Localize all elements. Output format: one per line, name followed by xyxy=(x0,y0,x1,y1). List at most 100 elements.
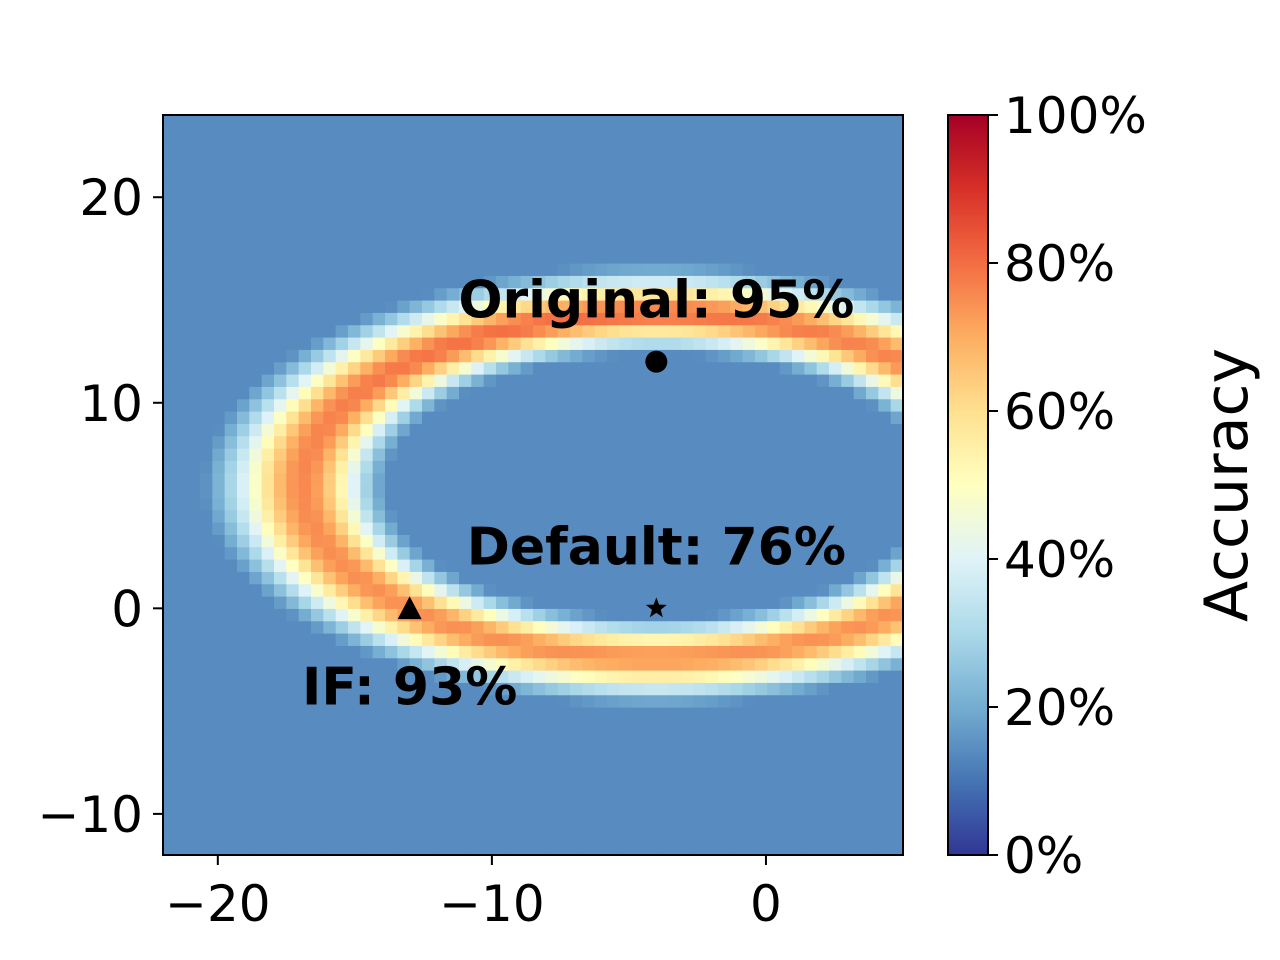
heatmap-cell xyxy=(570,213,583,227)
heatmap-cell xyxy=(767,324,781,338)
heatmap-cell xyxy=(249,571,263,585)
heatmap-cell xyxy=(200,805,213,819)
heatmap-cell xyxy=(385,731,398,745)
heatmap-cell xyxy=(878,386,892,400)
heatmap-cell xyxy=(237,226,250,239)
heatmap-cell xyxy=(570,830,583,844)
heatmap-cell xyxy=(200,768,213,782)
heatmap-cell xyxy=(360,719,374,733)
heatmap-cell xyxy=(644,744,657,757)
heatmap-cell xyxy=(644,645,657,659)
heatmap-cell xyxy=(890,213,904,227)
heatmap-cell xyxy=(570,645,583,659)
heatmap-cell xyxy=(175,633,189,646)
heatmap-cell xyxy=(631,398,645,412)
heatmap-cell xyxy=(533,324,546,338)
heatmap-cell xyxy=(200,226,213,239)
heatmap-cell xyxy=(890,756,904,770)
heatmap-cell xyxy=(594,620,608,634)
heatmap-cell xyxy=(471,707,485,720)
heatmap-cell xyxy=(335,781,349,794)
heatmap-cell xyxy=(570,731,583,745)
heatmap-cell xyxy=(631,472,645,486)
heatmap-cell xyxy=(496,645,509,659)
heatmap-cell xyxy=(311,707,324,720)
heatmap-cell xyxy=(681,275,694,289)
heatmap-cell xyxy=(298,731,312,745)
heatmap-cell xyxy=(557,818,571,831)
heatmap-cell xyxy=(841,152,855,165)
heatmap-cell xyxy=(434,756,448,770)
heatmap-cell xyxy=(348,670,361,683)
heatmap-cell xyxy=(718,115,731,128)
heatmap-cell xyxy=(261,349,275,363)
heatmap-cell xyxy=(224,793,238,807)
heatmap-cell xyxy=(792,596,805,609)
heatmap-cell xyxy=(434,731,448,745)
heatmap-cell xyxy=(804,670,818,683)
heatmap-cell xyxy=(335,226,349,239)
heatmap-cell xyxy=(446,337,460,350)
heatmap-cell xyxy=(212,805,226,819)
heatmap-cell xyxy=(779,374,793,387)
heatmap-cell xyxy=(422,497,435,511)
heatmap-cell xyxy=(866,522,879,535)
heatmap-cell xyxy=(397,472,411,486)
heatmap-cell xyxy=(434,435,448,449)
heatmap-cell xyxy=(163,201,176,215)
heatmap-cell xyxy=(890,670,904,683)
heatmap-cell xyxy=(323,657,337,671)
heatmap-cell xyxy=(866,805,879,819)
heatmap-cell xyxy=(434,559,448,572)
heatmap-cell xyxy=(804,559,818,572)
heatmap-cell xyxy=(163,226,176,239)
heatmap-cell xyxy=(323,731,337,745)
heatmap-cell xyxy=(249,238,263,252)
heatmap-cell xyxy=(446,608,460,622)
heatmap-cell xyxy=(742,485,756,498)
heatmap-cell xyxy=(570,657,583,671)
heatmap-cell xyxy=(175,164,189,178)
heatmap-cell xyxy=(422,435,435,449)
heatmap-cell xyxy=(718,756,731,770)
heatmap-cell xyxy=(656,337,670,350)
heatmap-cell xyxy=(200,633,213,646)
heatmap-cell xyxy=(779,768,793,782)
heatmap-cell xyxy=(274,546,287,560)
heatmap-cell xyxy=(792,460,805,474)
heatmap-cell xyxy=(249,411,263,424)
heatmap-cell xyxy=(446,472,460,486)
heatmap-cell xyxy=(557,509,571,523)
heatmap-cell xyxy=(212,127,226,141)
heatmap-cell xyxy=(212,830,226,844)
heatmap-cell xyxy=(434,300,448,313)
heatmap-cell xyxy=(459,657,472,671)
heatmap-cell xyxy=(816,756,830,770)
heatmap-cell xyxy=(298,583,312,597)
heatmap-cell xyxy=(718,349,731,363)
heatmap-cell xyxy=(594,608,608,622)
heatmap-cell xyxy=(348,534,361,548)
heatmap-cell xyxy=(397,460,411,474)
heatmap-cell xyxy=(471,238,485,252)
heatmap-cell xyxy=(853,411,867,424)
heatmap-cell xyxy=(545,398,559,412)
heatmap-cell xyxy=(829,670,842,683)
heatmap-cell xyxy=(755,201,768,215)
heatmap-cell xyxy=(742,620,756,634)
heatmap-cell xyxy=(594,374,608,387)
heatmap-cell xyxy=(557,485,571,498)
heatmap-cell xyxy=(693,793,707,807)
heatmap-cell xyxy=(557,608,571,622)
heatmap-cell xyxy=(705,719,719,733)
heatmap-cell xyxy=(261,238,275,252)
heatmap-cell xyxy=(545,139,559,153)
heatmap-cell xyxy=(298,435,312,449)
heatmap-cell xyxy=(249,793,263,807)
heatmap-cell xyxy=(200,213,213,227)
heatmap-cell xyxy=(594,781,608,794)
heatmap-cell xyxy=(767,213,781,227)
heatmap-cell xyxy=(853,781,867,794)
heatmap-cell xyxy=(656,139,670,153)
heatmap-cell xyxy=(792,756,805,770)
